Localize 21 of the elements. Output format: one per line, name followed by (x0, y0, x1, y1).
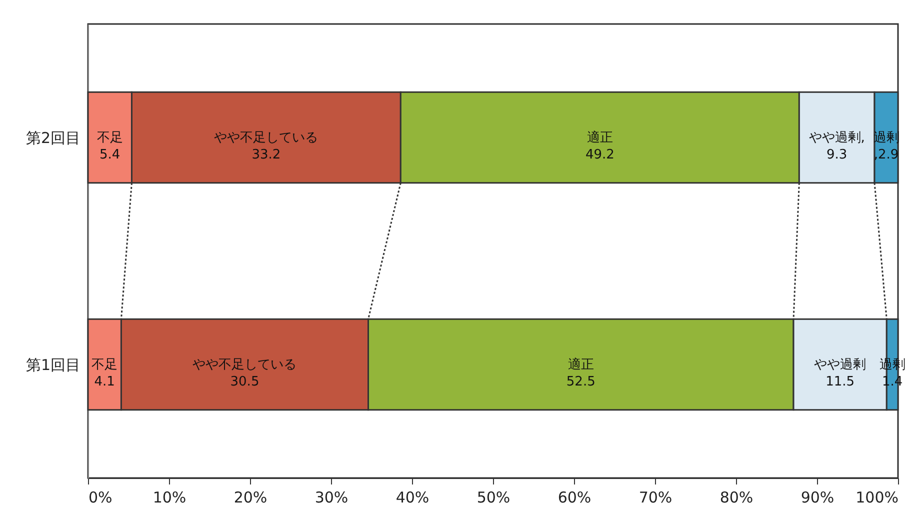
x-tick-label: 10% (152, 488, 186, 506)
x-tick-label: 90% (800, 488, 834, 506)
data-label: やや過剰 11.5 (814, 358, 866, 390)
y-tick-label: 第1回目 (26, 356, 80, 374)
x-tick-label: 60% (558, 488, 592, 506)
data-label: 不足 4.1 (92, 358, 118, 390)
data-label: やや不足している 33.2 (214, 130, 318, 162)
data-label: 適正 49.2 (585, 130, 614, 162)
x-tick-label: 70% (638, 488, 672, 506)
data-label: 適正 52.5 (566, 356, 596, 390)
x-tick-label: 20% (234, 488, 268, 506)
x-tick-label: 30% (314, 488, 348, 506)
x-tick-label: 80% (720, 488, 754, 506)
x-tick-label: 100% (856, 488, 898, 506)
data-label: やや不足している 30.5 (192, 358, 297, 390)
x-tick-label: 40% (396, 488, 430, 506)
x-tick-label: 0% (88, 488, 112, 506)
y-tick-label: 第2回目 (26, 129, 80, 147)
x-tick-label: 50% (476, 488, 510, 506)
data-label: やや過剰, 9.3 (808, 130, 865, 162)
data-label: 不足 5.4 (96, 130, 123, 162)
